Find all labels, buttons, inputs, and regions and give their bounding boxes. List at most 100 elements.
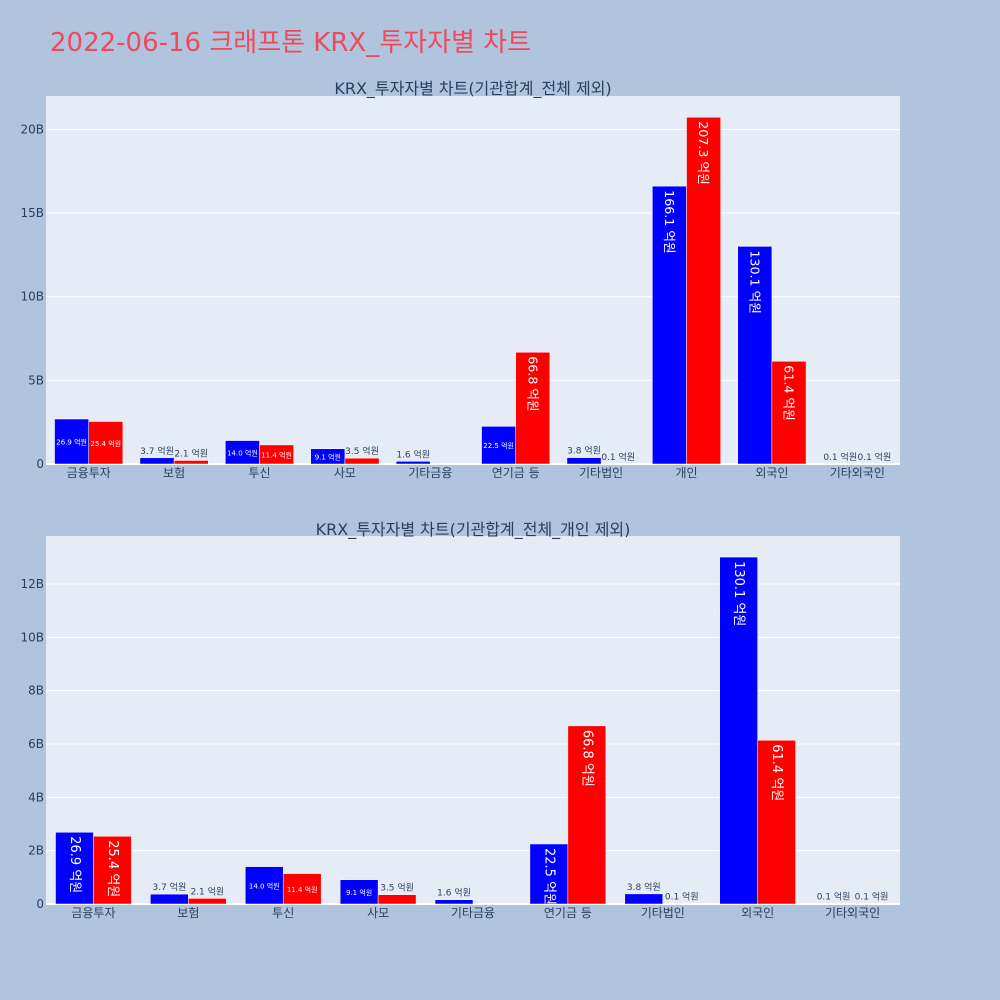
y-tick-label: 10B — [20, 290, 44, 304]
y-tick-label: 15B — [20, 206, 44, 220]
x-tick-label: 기타금융 — [408, 466, 452, 480]
bar — [139, 457, 175, 465]
y-tick-label: 2B — [28, 844, 44, 858]
bar — [54, 418, 89, 465]
bar — [150, 893, 189, 905]
x-tick-label: 금융투자 — [71, 906, 115, 920]
x-tick-label: 보험 — [163, 466, 185, 480]
chart-title: KRX_투자자별 차트(기관합계_전체 제외) — [334, 79, 611, 99]
bar — [771, 361, 807, 465]
data-label: 2.1 억원 — [174, 447, 208, 459]
bar — [566, 457, 602, 465]
data-label: 1.6 억원 — [396, 448, 430, 460]
data-label: 22.5 억원 — [541, 848, 556, 905]
bar — [567, 725, 607, 905]
data-label: 0.1 억원 — [665, 891, 699, 903]
bar — [88, 421, 124, 465]
bar — [282, 873, 322, 905]
data-label: 1.6 억원 — [437, 887, 471, 899]
data-label: 61.4 억원 — [781, 365, 796, 420]
data-label: 25.4 억원 — [105, 840, 120, 897]
data-label: 22.5 억원 — [483, 441, 514, 450]
data-label: 3.5 억원 — [380, 882, 414, 894]
x-tick-label: 기타금융 — [451, 906, 495, 920]
x-tick-label: 기타외국인 — [830, 466, 885, 480]
data-label: 3.8 억원 — [627, 881, 661, 893]
y-tick-label: 0 — [36, 457, 44, 471]
x-tick-label: 연기금 등 — [492, 466, 540, 480]
data-label: 3.8 억원 — [567, 445, 601, 457]
data-label: 11.4 억원 — [287, 885, 318, 894]
bar — [259, 444, 294, 465]
bar — [529, 843, 569, 905]
data-label: 3.7 억원 — [152, 881, 186, 893]
bar — [481, 426, 516, 465]
data-label: 26.9 억원 — [56, 438, 87, 447]
bar — [339, 879, 379, 905]
data-label: 14.0 억원 — [249, 881, 280, 890]
bar — [624, 893, 664, 905]
data-label: 2.1 억원 — [190, 885, 224, 897]
x-tick-label: 연기금 등 — [544, 906, 592, 920]
data-label: 14.0 억원 — [227, 448, 258, 457]
data-label: 0.1 억원 — [601, 451, 635, 463]
data-label: 0.1 억원 — [823, 451, 857, 463]
bar — [93, 836, 132, 905]
chart-2: 0 2B 4B 6B 8B 10B 12B KRX_투자자별 차트(기관합계_전체_개인 제외… — [20, 520, 900, 920]
data-label: 207.3 억원 — [696, 121, 711, 184]
bar — [737, 246, 773, 465]
data-label: 11.4 억원 — [261, 450, 292, 459]
y-tick-label: 8B — [28, 684, 44, 698]
data-label: 130.1 억원 — [747, 250, 762, 313]
x-tick-label: 개인 — [675, 466, 697, 480]
chart-title: KRX_투자자별 차트(기관합계_전체_개인 제외) — [316, 520, 631, 540]
data-label: 130.1 억원 — [731, 561, 746, 626]
x-tick-label: 기타외국인 — [825, 906, 880, 920]
page-title: 2022-06-16 크래프톤 KRX_투자자별 차트 — [50, 28, 532, 58]
bar — [434, 899, 474, 905]
y-tick-label: 5B — [28, 373, 44, 387]
x-tick-label: 사모 — [367, 906, 389, 920]
x-tick-label: 사모 — [334, 466, 356, 480]
bar — [173, 460, 209, 465]
y-tick-label: 10B — [20, 630, 44, 644]
bar — [310, 448, 346, 465]
x-tick-label: 기타법인 — [579, 466, 623, 480]
bar — [686, 116, 721, 465]
data-label: 3.7 억원 — [140, 445, 174, 457]
data-label: 9.1 억원 — [315, 452, 341, 461]
data-label: 0.1 억원 — [817, 891, 851, 903]
data-label: 61.4 억원 — [769, 744, 784, 801]
bar — [377, 894, 417, 905]
data-label: 26.9 억원 — [67, 836, 82, 893]
bar — [344, 457, 380, 465]
y-tick-label: 12B — [20, 577, 44, 591]
bar — [515, 352, 551, 465]
chart-1: 0 5B 10B 15B 20B KRX_투자자별 차트(기관합계_전체 제외) 금융투자 2… — [20, 79, 900, 480]
data-label: 66.8 억원 — [525, 356, 540, 411]
x-tick-label: 투신 — [248, 466, 270, 480]
bar — [719, 556, 758, 905]
x-tick-label: 보험 — [177, 906, 199, 920]
y-tick-label: 6B — [28, 737, 44, 751]
x-tick-label: 외국인 — [741, 906, 774, 920]
y-tick-label: 0 — [36, 897, 44, 911]
bar — [652, 185, 687, 465]
y-tick-label: 20B — [20, 122, 44, 136]
x-tick-label: 투신 — [272, 906, 294, 920]
bar — [188, 898, 227, 905]
data-label: 166.1 억원 — [662, 190, 677, 253]
x-tick-label: 기타법인 — [641, 906, 685, 920]
data-label: 66.8 억원 — [579, 730, 594, 787]
data-label: 3.5 억원 — [345, 445, 379, 457]
x-tick-label: 금융투자 — [67, 466, 111, 480]
bar — [757, 740, 796, 905]
data-label: 0.1 억원 — [858, 451, 892, 463]
data-label: 25.4 억원 — [90, 439, 121, 448]
data-label: 0.1 억원 — [855, 891, 889, 903]
bar — [395, 461, 431, 465]
x-tick-label: 외국인 — [755, 466, 788, 480]
y-tick-label: 4B — [28, 790, 44, 804]
